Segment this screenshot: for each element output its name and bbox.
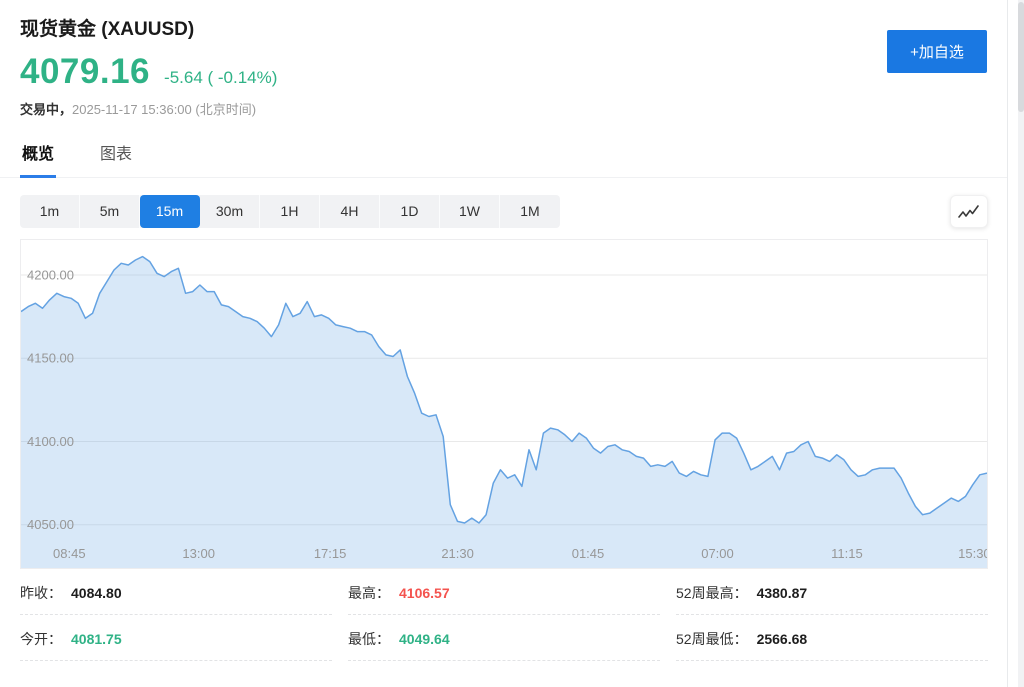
svg-text:4100.00: 4100.00	[27, 434, 74, 449]
stat-value: 4081.75	[71, 631, 122, 647]
svg-text:11:15: 11:15	[831, 546, 863, 561]
stat-label: 52周最低：	[676, 631, 748, 647]
price-chart-container: 4200.00 4150.00 4100.00 4050.00 08:45 13:00 17…	[20, 239, 988, 569]
stat-label: 今开：	[20, 631, 62, 647]
price-area-chart[interactable]: 4200.00 4150.00 4100.00 4050.00 08:45 13:00 17…	[21, 240, 987, 568]
stat-value: 4084.80	[71, 585, 122, 601]
svg-text:4150.00: 4150.00	[27, 351, 74, 366]
trading-status: 交易中，	[20, 102, 73, 117]
svg-text:08:45: 08:45	[53, 546, 86, 561]
current-price: 4079.16	[20, 52, 151, 91]
tab-bar: 概览 图表	[0, 133, 1008, 178]
scrollbar[interactable]	[1018, 0, 1024, 687]
stat-prev-close: 昨收： 4084.80	[20, 569, 332, 615]
stat-52w-high: 52周最高： 4380.87	[676, 569, 988, 615]
line-chart-icon	[958, 204, 979, 218]
stat-label: 最高：	[348, 585, 390, 601]
stat-value: 4049.64	[399, 631, 450, 647]
tab-overview[interactable]: 概览	[20, 133, 57, 178]
stat-52w-low: 52周最低： 2566.68	[676, 615, 988, 661]
status-row: 交易中，2025-11-17 15:36:00 (北京时间)	[20, 99, 988, 118]
price-row: 4079.16 -5.64 ( -0.14%)	[20, 52, 988, 92]
price-change: -5.64 ( -0.14%)	[164, 68, 278, 87]
tab-chart[interactable]: 图表	[100, 146, 133, 163]
range-button-15m[interactable]: 15m	[140, 195, 200, 228]
svg-text:15:30: 15:30	[958, 546, 987, 561]
range-button-5m[interactable]: 5m	[80, 195, 140, 228]
range-button-30m[interactable]: 30m	[200, 195, 260, 228]
page-title: 现货黄金 (XAUUSD)	[20, 19, 195, 40]
stat-value: 2566.68	[756, 631, 808, 647]
svg-text:13:00: 13:00	[182, 546, 215, 561]
quote-header: 现货黄金 (XAUUSD) 4079.16 -5.64 ( -0.14%) 交易…	[0, 0, 1008, 118]
svg-text:07:00: 07:00	[701, 546, 734, 561]
svg-text:01:45: 01:45	[572, 546, 605, 561]
panel-divider	[1007, 0, 1008, 687]
range-button-1d[interactable]: 1D	[380, 195, 440, 228]
stat-label: 最低：	[348, 631, 390, 647]
stat-label: 昨收：	[20, 585, 62, 601]
scrollbar-thumb[interactable]	[1018, 2, 1024, 112]
stats-grid: 昨收： 4084.80 最高： 4106.57 52周最高： 4380.87 今…	[20, 569, 988, 661]
range-button-4h[interactable]: 4H	[320, 195, 380, 228]
interval-selector: 1m 5m 15m 30m 1H 4H 1D 1W 1M	[20, 195, 560, 228]
stat-open: 今开： 4081.75	[20, 615, 332, 661]
stat-label: 52周最高：	[676, 585, 748, 601]
range-button-1mo[interactable]: 1M	[500, 195, 560, 228]
range-button-1m[interactable]: 1m	[20, 195, 80, 228]
svg-text:4200.00: 4200.00	[27, 268, 74, 283]
stat-day-low: 最低： 4049.64	[348, 615, 660, 661]
chart-type-button[interactable]	[950, 195, 988, 228]
stat-day-high: 最高： 4106.57	[348, 569, 660, 615]
stat-value: 4380.87	[756, 585, 808, 601]
svg-text:17:15: 17:15	[314, 546, 347, 561]
svg-text:21:30: 21:30	[441, 546, 474, 561]
quote-timestamp: 2025-11-17 15:36:00 (北京时间)	[72, 102, 257, 117]
add-watchlist-button[interactable]: +加自选	[887, 30, 987, 73]
stat-value: 4106.57	[399, 585, 450, 601]
svg-text:4050.00: 4050.00	[27, 517, 74, 532]
range-row: 1m 5m 15m 30m 1H 4H 1D 1W 1M	[20, 195, 988, 228]
range-button-1h[interactable]: 1H	[260, 195, 320, 228]
range-button-1w[interactable]: 1W	[440, 195, 500, 228]
